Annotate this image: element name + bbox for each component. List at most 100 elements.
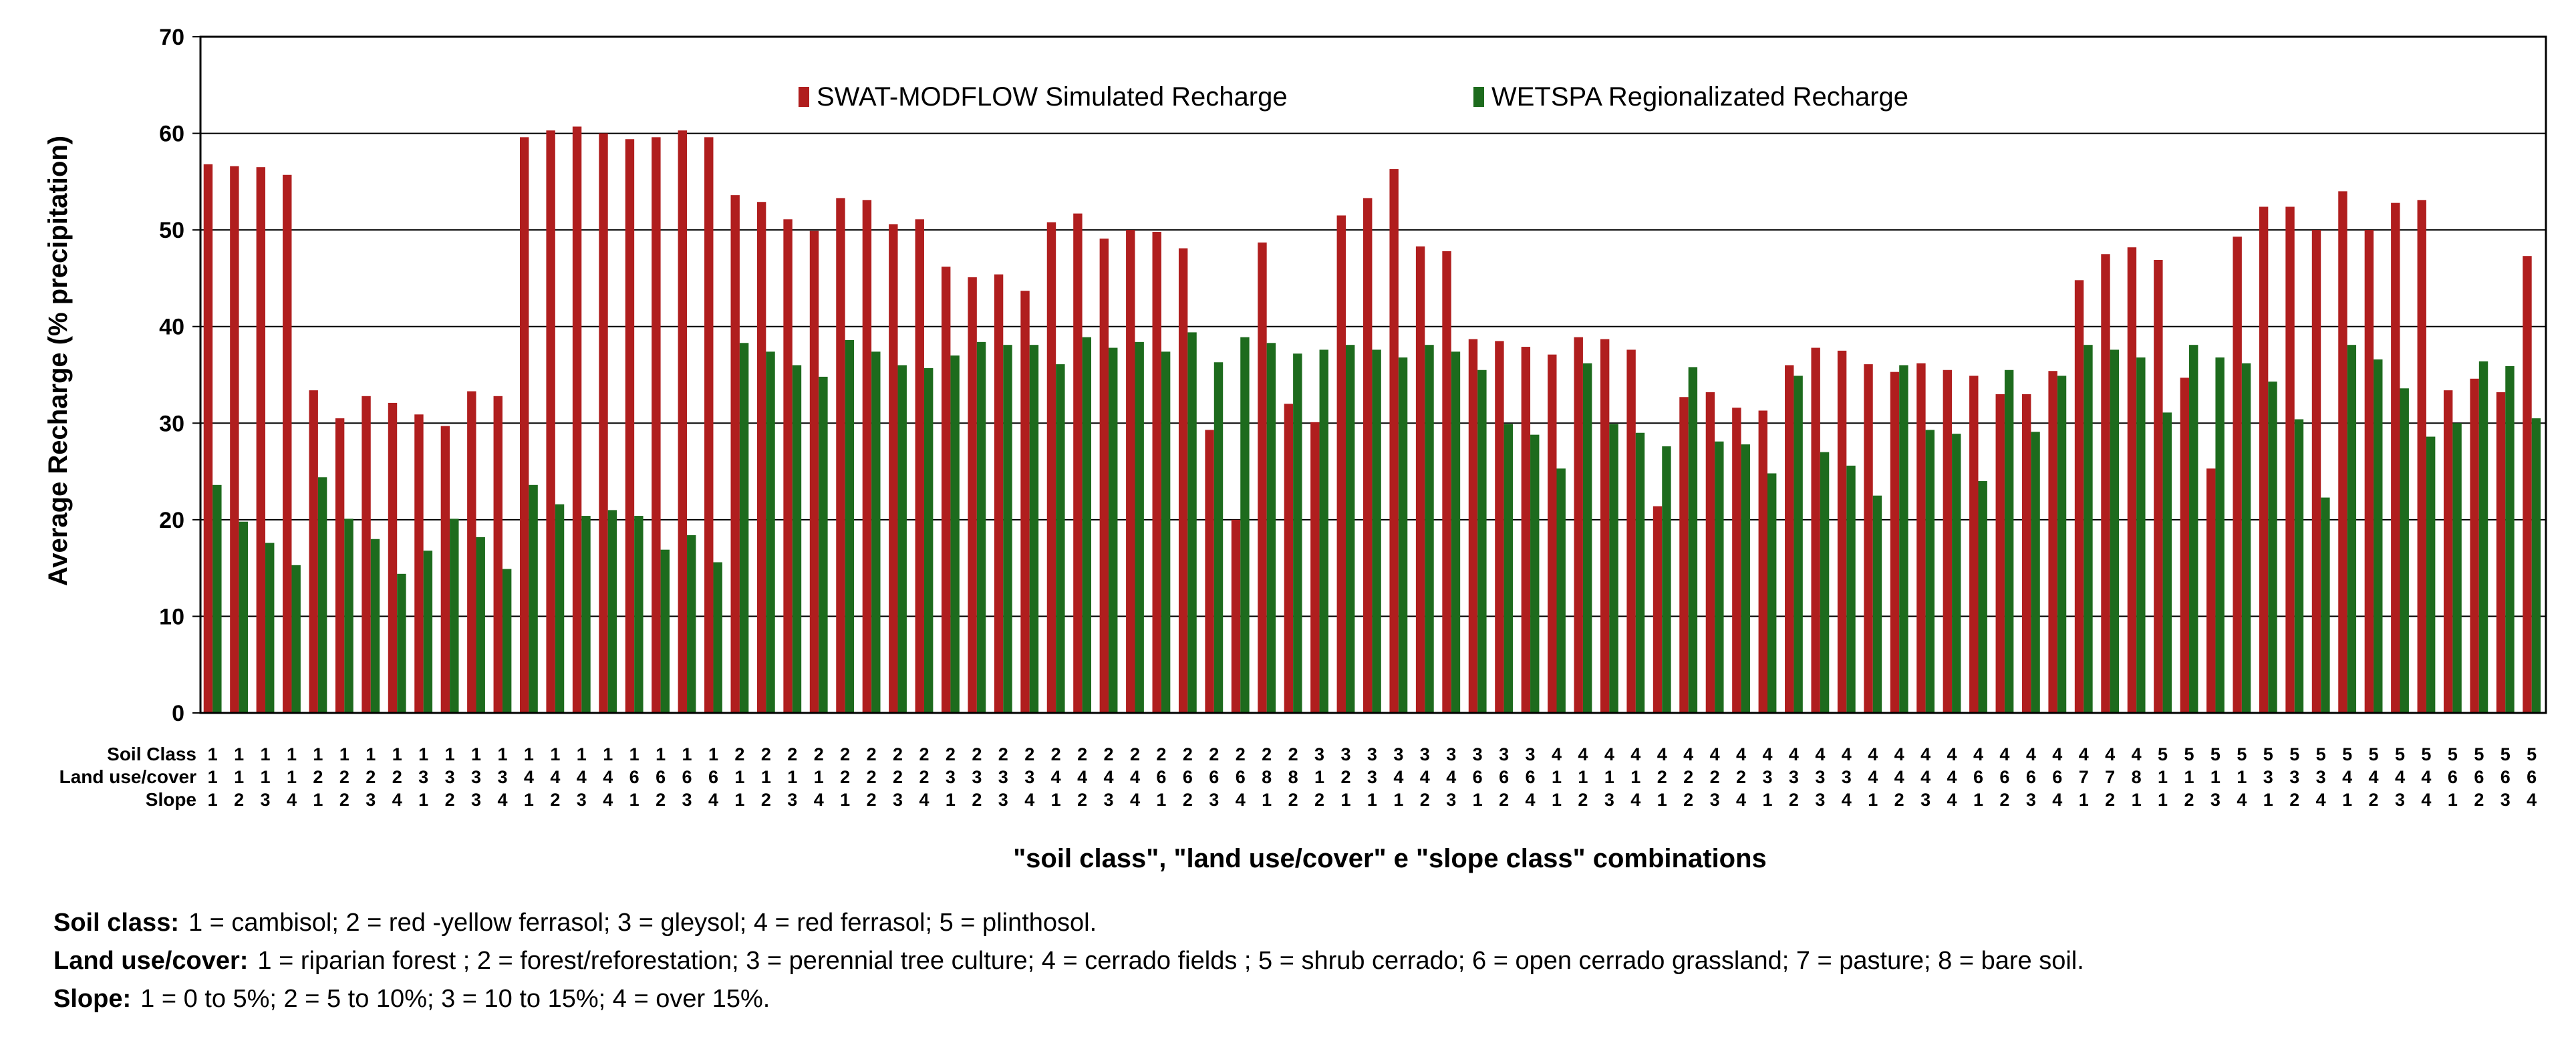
bar-swat-modflow [203,164,213,713]
combo-digit: 1 [1393,790,1403,810]
bar-wetspa [1952,434,1961,713]
combo-digit: 5 [2210,744,2221,764]
bar-swat-modflow [1521,347,1531,713]
combo-digit: 1 [234,744,244,764]
legend: SWAT-MODFLOW Simulated Recharge WETSPA R… [799,82,1908,112]
combo-digit: 2 [392,767,402,787]
bar-wetspa [1135,341,1144,714]
bar-wetspa [1109,347,1118,713]
combo-digit: 3 [1420,744,1430,764]
combo-digit: 4 [1973,744,1983,764]
combo-digit: 1 [2158,767,2168,787]
combo-digit: 3 [445,767,455,787]
combo-digit: 5 [2316,744,2326,764]
combo-digit: 2 [313,767,323,787]
bar-wetspa [2004,369,2014,713]
bar-swat-modflow [440,426,450,713]
combo-digit: 1 [577,744,587,764]
bar-wetspa [1293,353,1302,713]
bar-wetspa [2189,345,2198,713]
combo-digit: 2 [2289,790,2299,810]
combo-digit: 1 [524,744,534,764]
combo-digit: 4 [2369,767,2379,787]
bar-wetspa [1319,349,1328,713]
combo-digit: 4 [603,790,613,810]
combo-digit: 3 [1367,744,1377,764]
combo-digit: 3 [1815,767,1825,787]
bar-wetspa [1820,452,1830,713]
combo-digit: 6 [1526,767,1536,787]
bar-swat-modflow [1890,372,1900,713]
bar-wetspa [1240,337,1250,713]
y-axis-title: Average Recharge (% precipitation) [43,136,73,586]
bar-wetspa [1477,369,1487,713]
bar-swat-modflow [730,195,740,714]
y-tick-label: 70 [159,25,184,50]
bar-wetspa [555,504,565,713]
combo-digit: 3 [1446,744,1456,764]
bar-swat-modflow [230,166,239,714]
combo-digit: 4 [1947,790,1957,810]
y-tick-label: 40 [159,315,184,340]
combo-digit: 2 [1314,790,1324,810]
combo-digit: 4 [1630,790,1640,810]
bar-wetspa [739,343,749,713]
combo-digit: 2 [1499,790,1509,810]
bar-wetspa [476,537,485,713]
bar-swat-modflow [1626,349,1636,713]
combo-digit: 1 [1340,790,1350,810]
combo-digit: 2 [2474,790,2484,810]
combo-digit: 4 [1578,744,1588,764]
bar-swat-modflow [1046,222,1056,714]
combo-digit: 1 [1657,790,1667,810]
combo-digit: 3 [1314,744,1324,764]
bar-wetspa [950,355,960,713]
bar-wetspa [845,339,855,713]
bar-swat-modflow [1916,363,1926,713]
combo-digit: 6 [2052,767,2062,787]
combo-digit: 2 [734,744,744,764]
bar-swat-modflow [2364,230,2374,713]
combo-digit: 4 [1526,790,1536,810]
combo-digit: 2 [761,744,771,764]
combo-digit: 6 [1183,767,1193,787]
combo-digit: 4 [1815,744,1825,764]
combo-digit: 1 [234,767,244,787]
note-soil-class-key: Soil class: [53,909,179,937]
combo-digit: 2 [919,744,929,764]
bar-swat-modflow [1705,392,1715,713]
combo-digit: 1 [392,744,402,764]
bar-swat-modflow [809,231,819,714]
bar-wetspa [397,573,406,713]
bar-swat-modflow [1231,519,1241,713]
combo-digit: 3 [1604,790,1614,810]
combo-digit: 3 [471,790,481,810]
bar-wetspa [897,365,907,713]
combo-digit: 6 [1973,767,1983,787]
bar-swat-modflow [2496,392,2506,713]
bar-wetspa [1056,364,1065,713]
bar-wetspa [766,351,775,713]
bar-swat-modflow [414,414,424,713]
bar-swat-modflow [309,390,318,713]
bar-swat-modflow [1732,408,1741,713]
combo-digit: 2 [893,744,903,764]
combo-digit: 1 [2237,767,2247,787]
bar-swat-modflow [2021,394,2031,713]
bar-swat-modflow [1495,341,1504,713]
bar-wetspa [1556,468,1566,713]
bar-wetspa [2478,361,2488,713]
combo-digit: 1 [208,790,218,810]
bar-swat-modflow [1336,215,1346,714]
combo-digit: 1 [339,744,349,764]
bar-wetspa [529,484,538,713]
bar-wetspa [1609,424,1618,713]
bar-swat-modflow [2523,256,2532,713]
combo-digit: 1 [524,790,534,810]
bar-swat-modflow [572,126,582,713]
combo-row-label: Land use/cover [59,766,197,787]
combo-digit: 2 [2369,790,2379,810]
combo-digit: 2 [1894,790,1904,810]
combo-digit: 1 [2132,790,2142,810]
combo-digit: 2 [998,744,1008,764]
